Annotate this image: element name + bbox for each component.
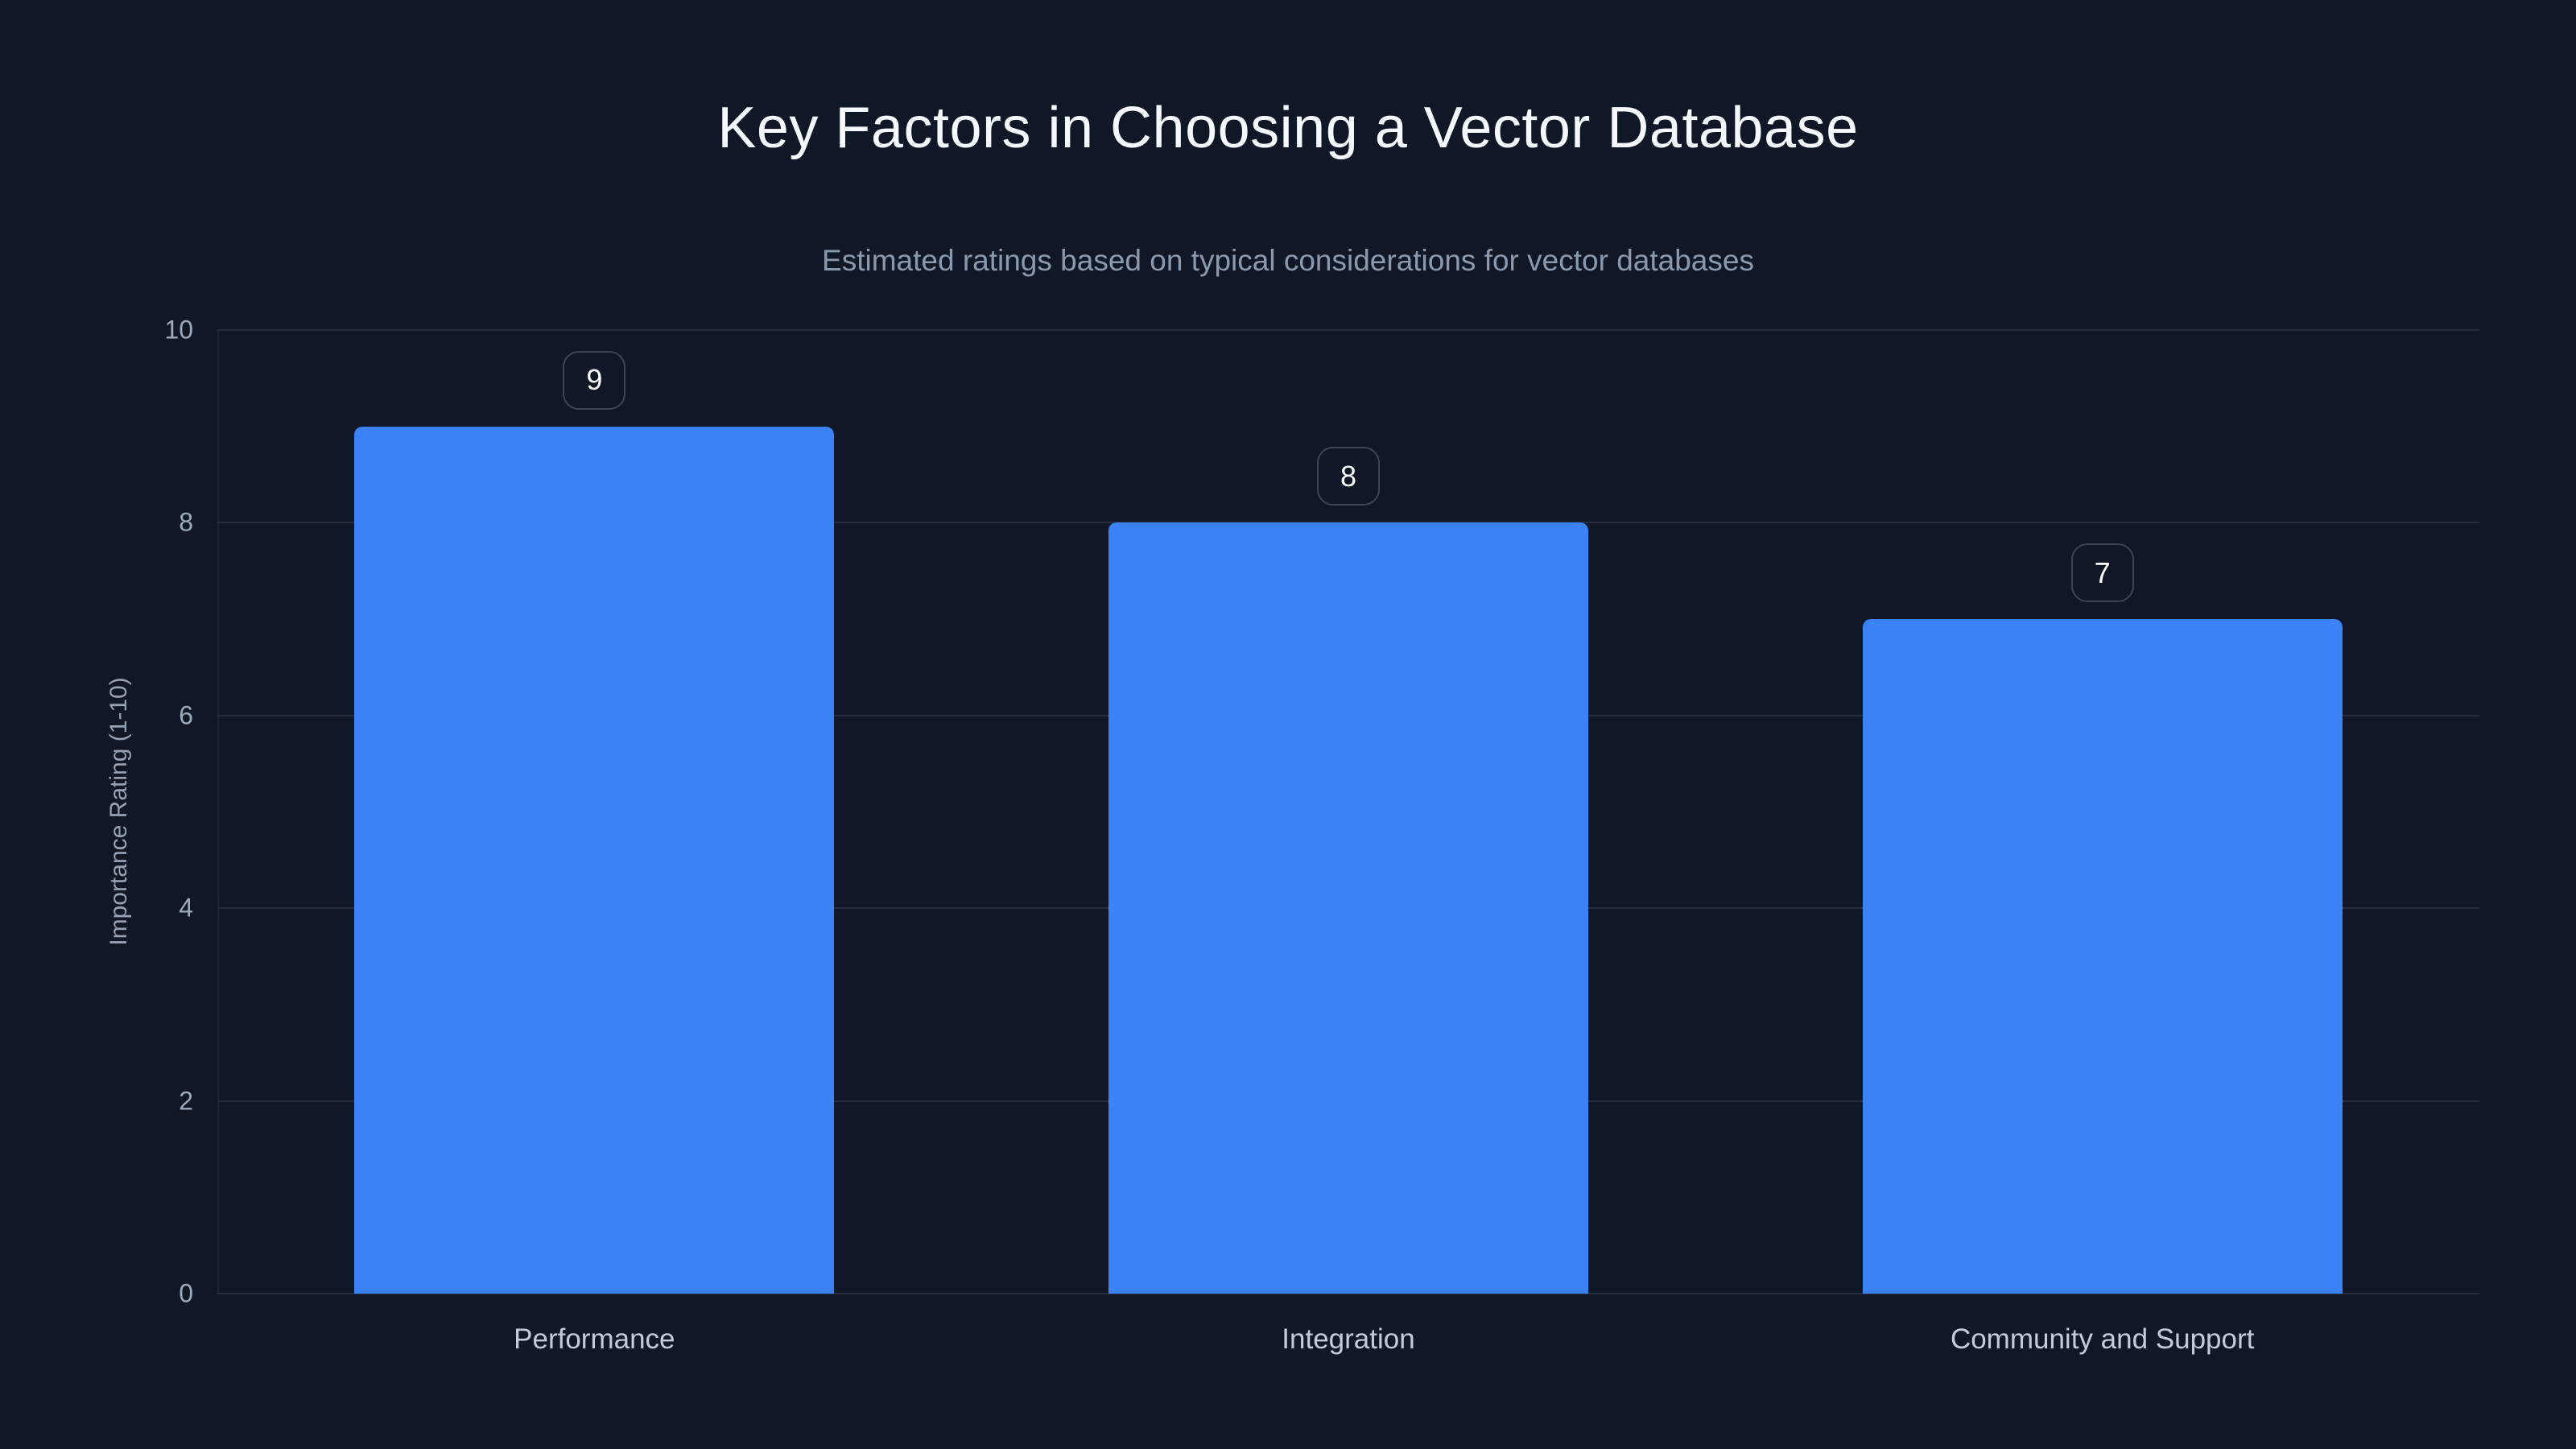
chart-title: Key Factors in Choosing a Vector Databas…	[717, 96, 1859, 160]
value-badge-integration: 8	[1317, 447, 1380, 506]
y-tick-label-6: 6	[179, 700, 193, 730]
value-badge-community-and-support: 7	[2070, 543, 2134, 603]
bar-performance	[354, 426, 835, 1294]
y-tick-label-2: 2	[179, 1086, 193, 1116]
chart-subtitle: Estimated ratings based on typical consi…	[822, 244, 1754, 277]
gridline-8	[217, 522, 2479, 524]
bar-community-and-support	[1862, 619, 2343, 1294]
y-tick-label-8: 8	[179, 507, 193, 537]
x-axis-label-community-and-support: Community and Support	[1950, 1323, 2255, 1355]
y-tick-label-0: 0	[179, 1278, 193, 1308]
x-axis-label-performance: Performance	[514, 1323, 675, 1355]
gridline-10	[217, 329, 2479, 331]
value-badge-performance: 9	[563, 350, 626, 410]
gridline-0	[217, 1293, 2479, 1294]
y-axis-line	[217, 330, 219, 1294]
y-tick-label-4: 4	[179, 893, 193, 923]
plot-area: Importance Rating (1-10) 0 2 4 6 8 10 9 Perfor…	[105, 316, 2479, 1353]
y-tick-label-10: 10	[164, 315, 193, 345]
bar-integration	[1108, 522, 1588, 1294]
x-axis-label-integration: Integration	[1282, 1323, 1415, 1355]
y-axis-title: Importance Rating (1-10)	[105, 677, 132, 946]
